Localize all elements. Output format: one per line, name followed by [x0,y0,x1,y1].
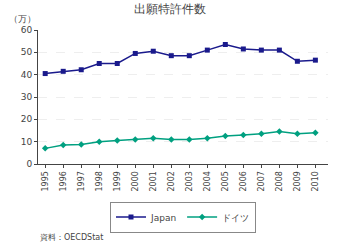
svg-text:30: 30 [21,92,33,102]
svg-text:2006: 2006 [239,171,248,191]
svg-text:10: 10 [21,137,33,147]
svg-text:2005: 2005 [221,171,230,191]
svg-text:2002: 2002 [167,171,176,191]
svg-text:50: 50 [21,47,33,57]
svg-text:1996: 1996 [59,171,68,191]
svg-text:（万）: （万） [9,14,36,24]
svg-text:1999: 1999 [113,171,122,191]
svg-text:資料：OECDStat: 資料：OECDStat [40,233,103,242]
svg-text:2001: 2001 [149,171,158,191]
svg-text:2008: 2008 [275,171,284,191]
svg-text:60: 60 [21,25,33,35]
svg-text:2010: 2010 [311,171,320,191]
svg-text:Japan: Japan [150,213,176,223]
svg-text:1995: 1995 [41,171,50,191]
svg-text:20: 20 [21,114,33,124]
svg-text:2009: 2009 [293,171,302,191]
svg-text:1998: 1998 [95,171,104,191]
svg-text:0: 0 [26,159,32,169]
svg-text:40: 40 [21,70,33,80]
svg-text:2007: 2007 [257,171,266,191]
svg-text:2003: 2003 [185,171,194,191]
svg-text:ドイツ: ドイツ [222,213,249,223]
svg-text:2004: 2004 [203,171,212,191]
svg-text:1997: 1997 [77,171,86,191]
svg-text:2000: 2000 [131,171,140,191]
svg-text:出願特許件数: 出願特許件数 [134,2,206,16]
